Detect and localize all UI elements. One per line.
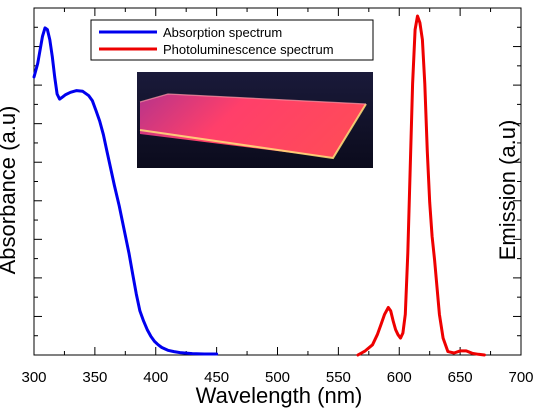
legend-label-photoluminescence: Photoluminescence spectrum	[163, 42, 334, 57]
x-tick-label: 300	[21, 369, 46, 386]
inset-photo	[137, 72, 373, 168]
x-tick-label: 550	[326, 369, 351, 386]
legend: Absorption spectrum Photoluminescence sp…	[90, 19, 374, 61]
series-layer	[32, 14, 486, 357]
x-axis-title: Wavelength (nm)	[196, 383, 363, 408]
left-y-axis-title: Absorbance (a.u)	[0, 106, 20, 275]
x-tick-label: 500	[265, 369, 290, 386]
y-axis-ticks	[34, 26, 521, 337]
luminescent-film	[140, 94, 366, 158]
x-tick-label: 450	[204, 369, 229, 386]
x-tick-label: 650	[448, 369, 473, 386]
legend-box	[90, 19, 374, 61]
x-axis-ticks: 300 350 400 450 500 550 600 650 700	[21, 8, 534, 386]
x-tick-label: 400	[143, 369, 168, 386]
film-top-edge	[139, 93, 367, 105]
legend-label-absorption: Absorption spectrum	[163, 25, 282, 40]
photoluminescence-spectrum-line	[356, 14, 486, 357]
x-tick-label: 700	[508, 369, 533, 386]
film-edge-glow	[139, 103, 367, 160]
x-tick-label: 350	[82, 369, 107, 386]
right-y-axis-title: Emission (a.u)	[495, 120, 520, 261]
x-tick-label: 600	[387, 369, 412, 386]
absorption-spectrum-line	[32, 26, 219, 356]
